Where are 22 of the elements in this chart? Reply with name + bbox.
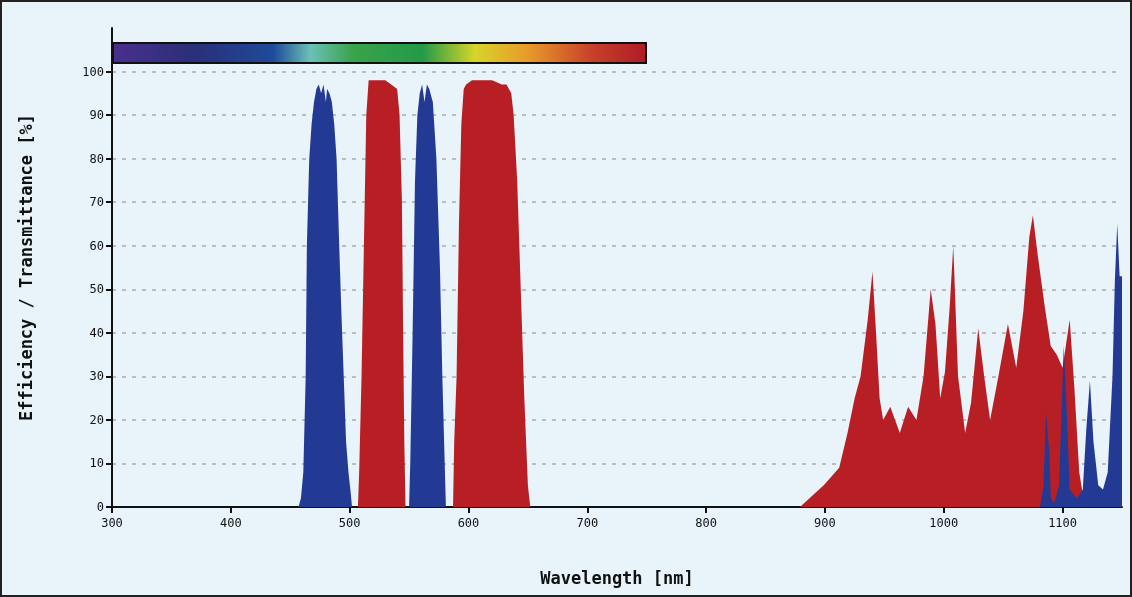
x-tick-label: 500 [338, 516, 361, 530]
x-tick-label: 300 [101, 516, 123, 530]
y-tick-label: 40 [89, 325, 104, 340]
y-tick-label: 10 [89, 456, 104, 471]
y-tick-label: 30 [89, 369, 104, 384]
x-tick-label: 800 [695, 516, 717, 530]
y-tick-label: 50 [89, 282, 104, 297]
x-tick-label: 1100 [1048, 516, 1078, 530]
y-tick-label: 0 [96, 500, 104, 514]
x-tick-label: 900 [814, 516, 836, 530]
x-tick-label: 1000 [929, 516, 959, 530]
x-tick-label: 600 [457, 516, 480, 530]
y-tick-label: 80 [89, 151, 104, 166]
x-tick-label: 700 [576, 516, 599, 530]
y-tick-label: 100 [82, 64, 104, 79]
y-tick-label: 20 [89, 412, 104, 427]
y-tick-label: 70 [89, 195, 104, 210]
y-tick-label: 60 [89, 238, 104, 253]
x-tick-label: 400 [219, 516, 242, 530]
y-tick-label: 90 [89, 108, 104, 123]
x-axis-title: Wavelength [nm] [540, 567, 694, 588]
y-axis-title: Efficiency / Transmittance [%] [15, 113, 36, 422]
